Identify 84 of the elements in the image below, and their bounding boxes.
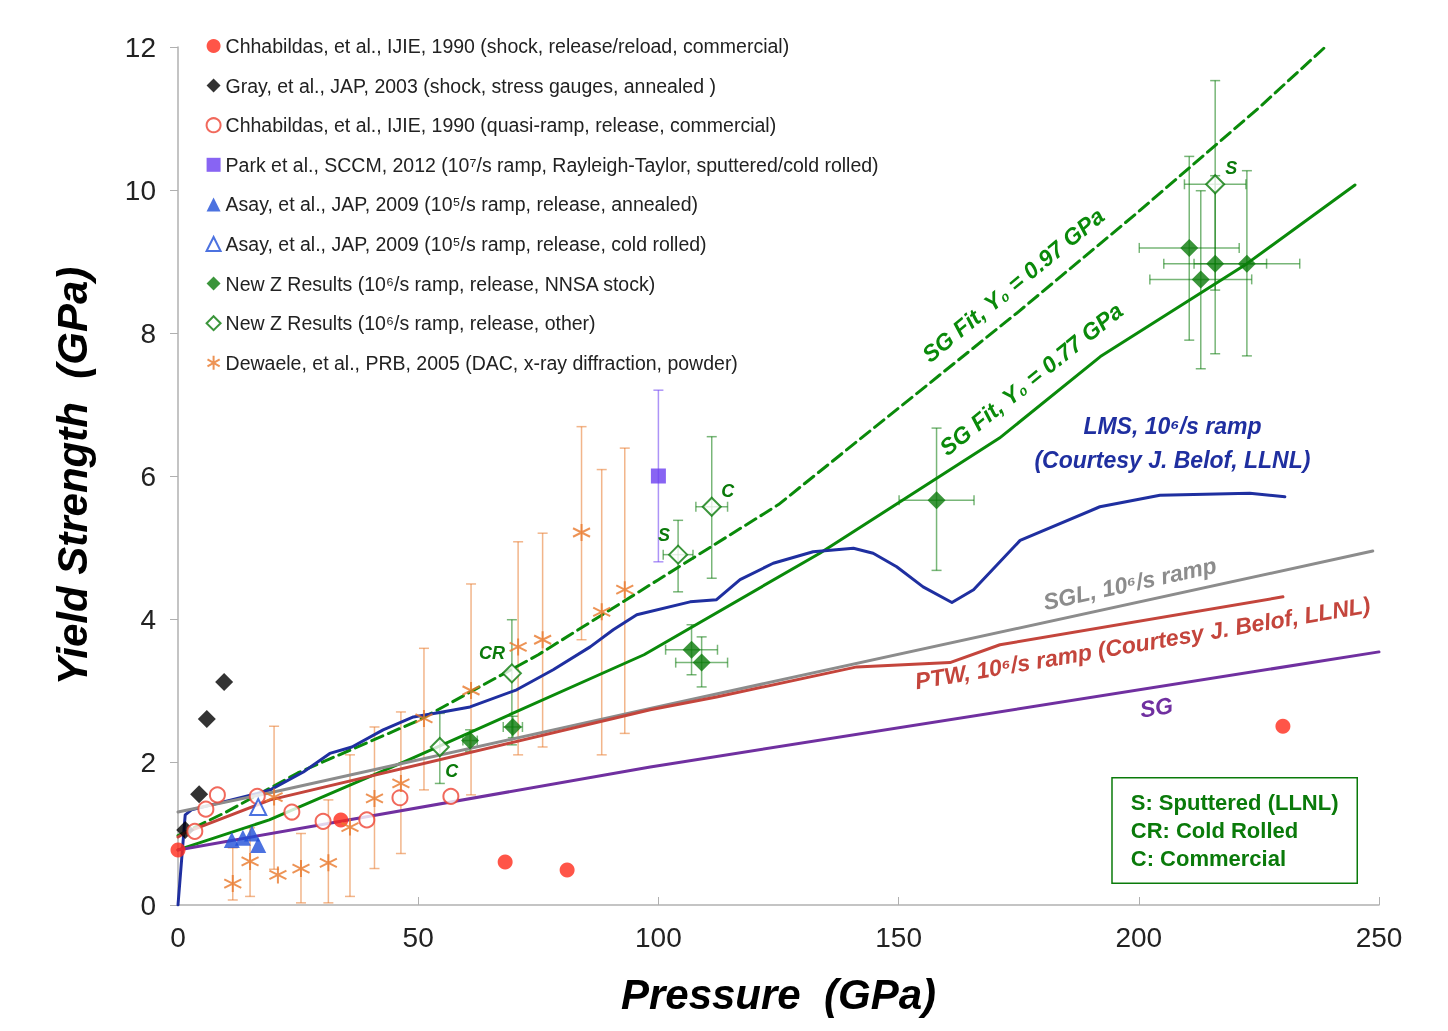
legend-label: Gray, et al., JAP, 2003 (shock, stress gauges, annealed ) [225,74,716,97]
x-tick-label: 250 [1355,921,1403,953]
point [559,862,575,878]
point [508,637,528,657]
legend-label: New Z Results (10⁶/s ramp, release, NNSA stock) [225,272,656,295]
point [364,788,384,808]
point [1205,174,1226,195]
point [497,854,513,870]
point [1237,254,1256,273]
y-tick-label: 0 [140,889,156,921]
point [333,812,349,828]
legend-label: Asay, et al., JAP, 2009 (10⁵/s ramp, release, cold rolled) [225,233,707,255]
point [650,468,666,484]
x-tick-label: 0 [170,921,186,953]
legend-label: Asay, et al., JAP, 2009 (10⁵/s ramp, release, annealed) [225,193,698,216]
y-tick-label: 10 [124,174,156,206]
point [190,785,209,804]
point [186,822,204,840]
point [268,865,288,885]
point [701,496,722,517]
y-tick-label: 6 [140,460,156,492]
point [318,853,338,873]
point [170,842,186,858]
point [358,811,376,829]
point [682,640,701,659]
y-tick-label: 8 [140,317,156,349]
point [668,544,689,565]
point [501,663,522,684]
point [1275,718,1291,734]
legend-label: New Z Results (10⁶/s ramp, release, other) [225,312,596,335]
point [391,773,411,793]
point [249,798,268,817]
annotation: S [658,524,671,545]
point [391,789,409,807]
y-tick-label: 12 [124,31,156,63]
point [283,803,301,821]
point [1191,270,1210,289]
point [1206,254,1225,273]
point [208,786,226,804]
point [243,825,260,842]
x-tick-label: 200 [1115,921,1163,953]
point [197,800,215,818]
legend-label: Park et al., SCCM, 2012 (10⁷/s ramp, Rayleigh-Taylor, sputtered/cold rolled) [225,153,879,176]
line-series [176,549,1375,814]
point [461,681,481,700]
point [692,653,711,672]
y-axis-title: Yield Strength (GPa) [48,266,96,686]
annotation: C [445,760,460,781]
point [197,710,216,729]
point [314,812,332,830]
y-tick-label: 4 [140,603,156,635]
x-axis-title: Pressure (GPa) [620,970,937,1018]
point [291,859,311,879]
point [533,630,553,650]
annotation: CR [478,643,505,664]
point [442,787,460,805]
point [592,602,612,622]
text: SGL, 10⁶/s ramp [1040,551,1219,616]
point [572,522,592,542]
text: SG [1137,691,1175,723]
point [250,836,267,853]
point [264,787,284,807]
legend-label: Chhabildas, et al., IJIE, 1990 (quasi-ramp, release, commercial) [225,114,777,137]
point [1180,238,1199,257]
legend-label: Chhabildas, et al., IJIE, 1990 (shock, release/reload, commercial) [225,35,790,57]
point [503,717,522,736]
point [215,672,234,691]
x-tick-label: 100 [635,921,682,953]
x-tick-label: 50 [402,921,434,953]
point [340,817,360,837]
point [927,491,946,510]
x-tick-label: 150 [875,921,922,953]
point [414,708,434,728]
point [240,851,260,871]
point [223,831,240,848]
annotation: S: Sputtered (LLNL) CR: Cold Rolled C: Commercial [1130,790,1339,871]
annotation: S [1225,158,1238,179]
y-tick-label: 2 [140,746,156,778]
series-label: LMS, 10⁶/s ramp (Courtesy J. Belof, LLNL) [1034,413,1311,474]
annotation: C [721,480,736,501]
point [223,874,243,894]
point [615,580,635,600]
point [429,736,450,757]
legend-label: Dewaele, et al., PRB, 2005 (DAC, x-ray diffraction, powder) [225,351,738,374]
